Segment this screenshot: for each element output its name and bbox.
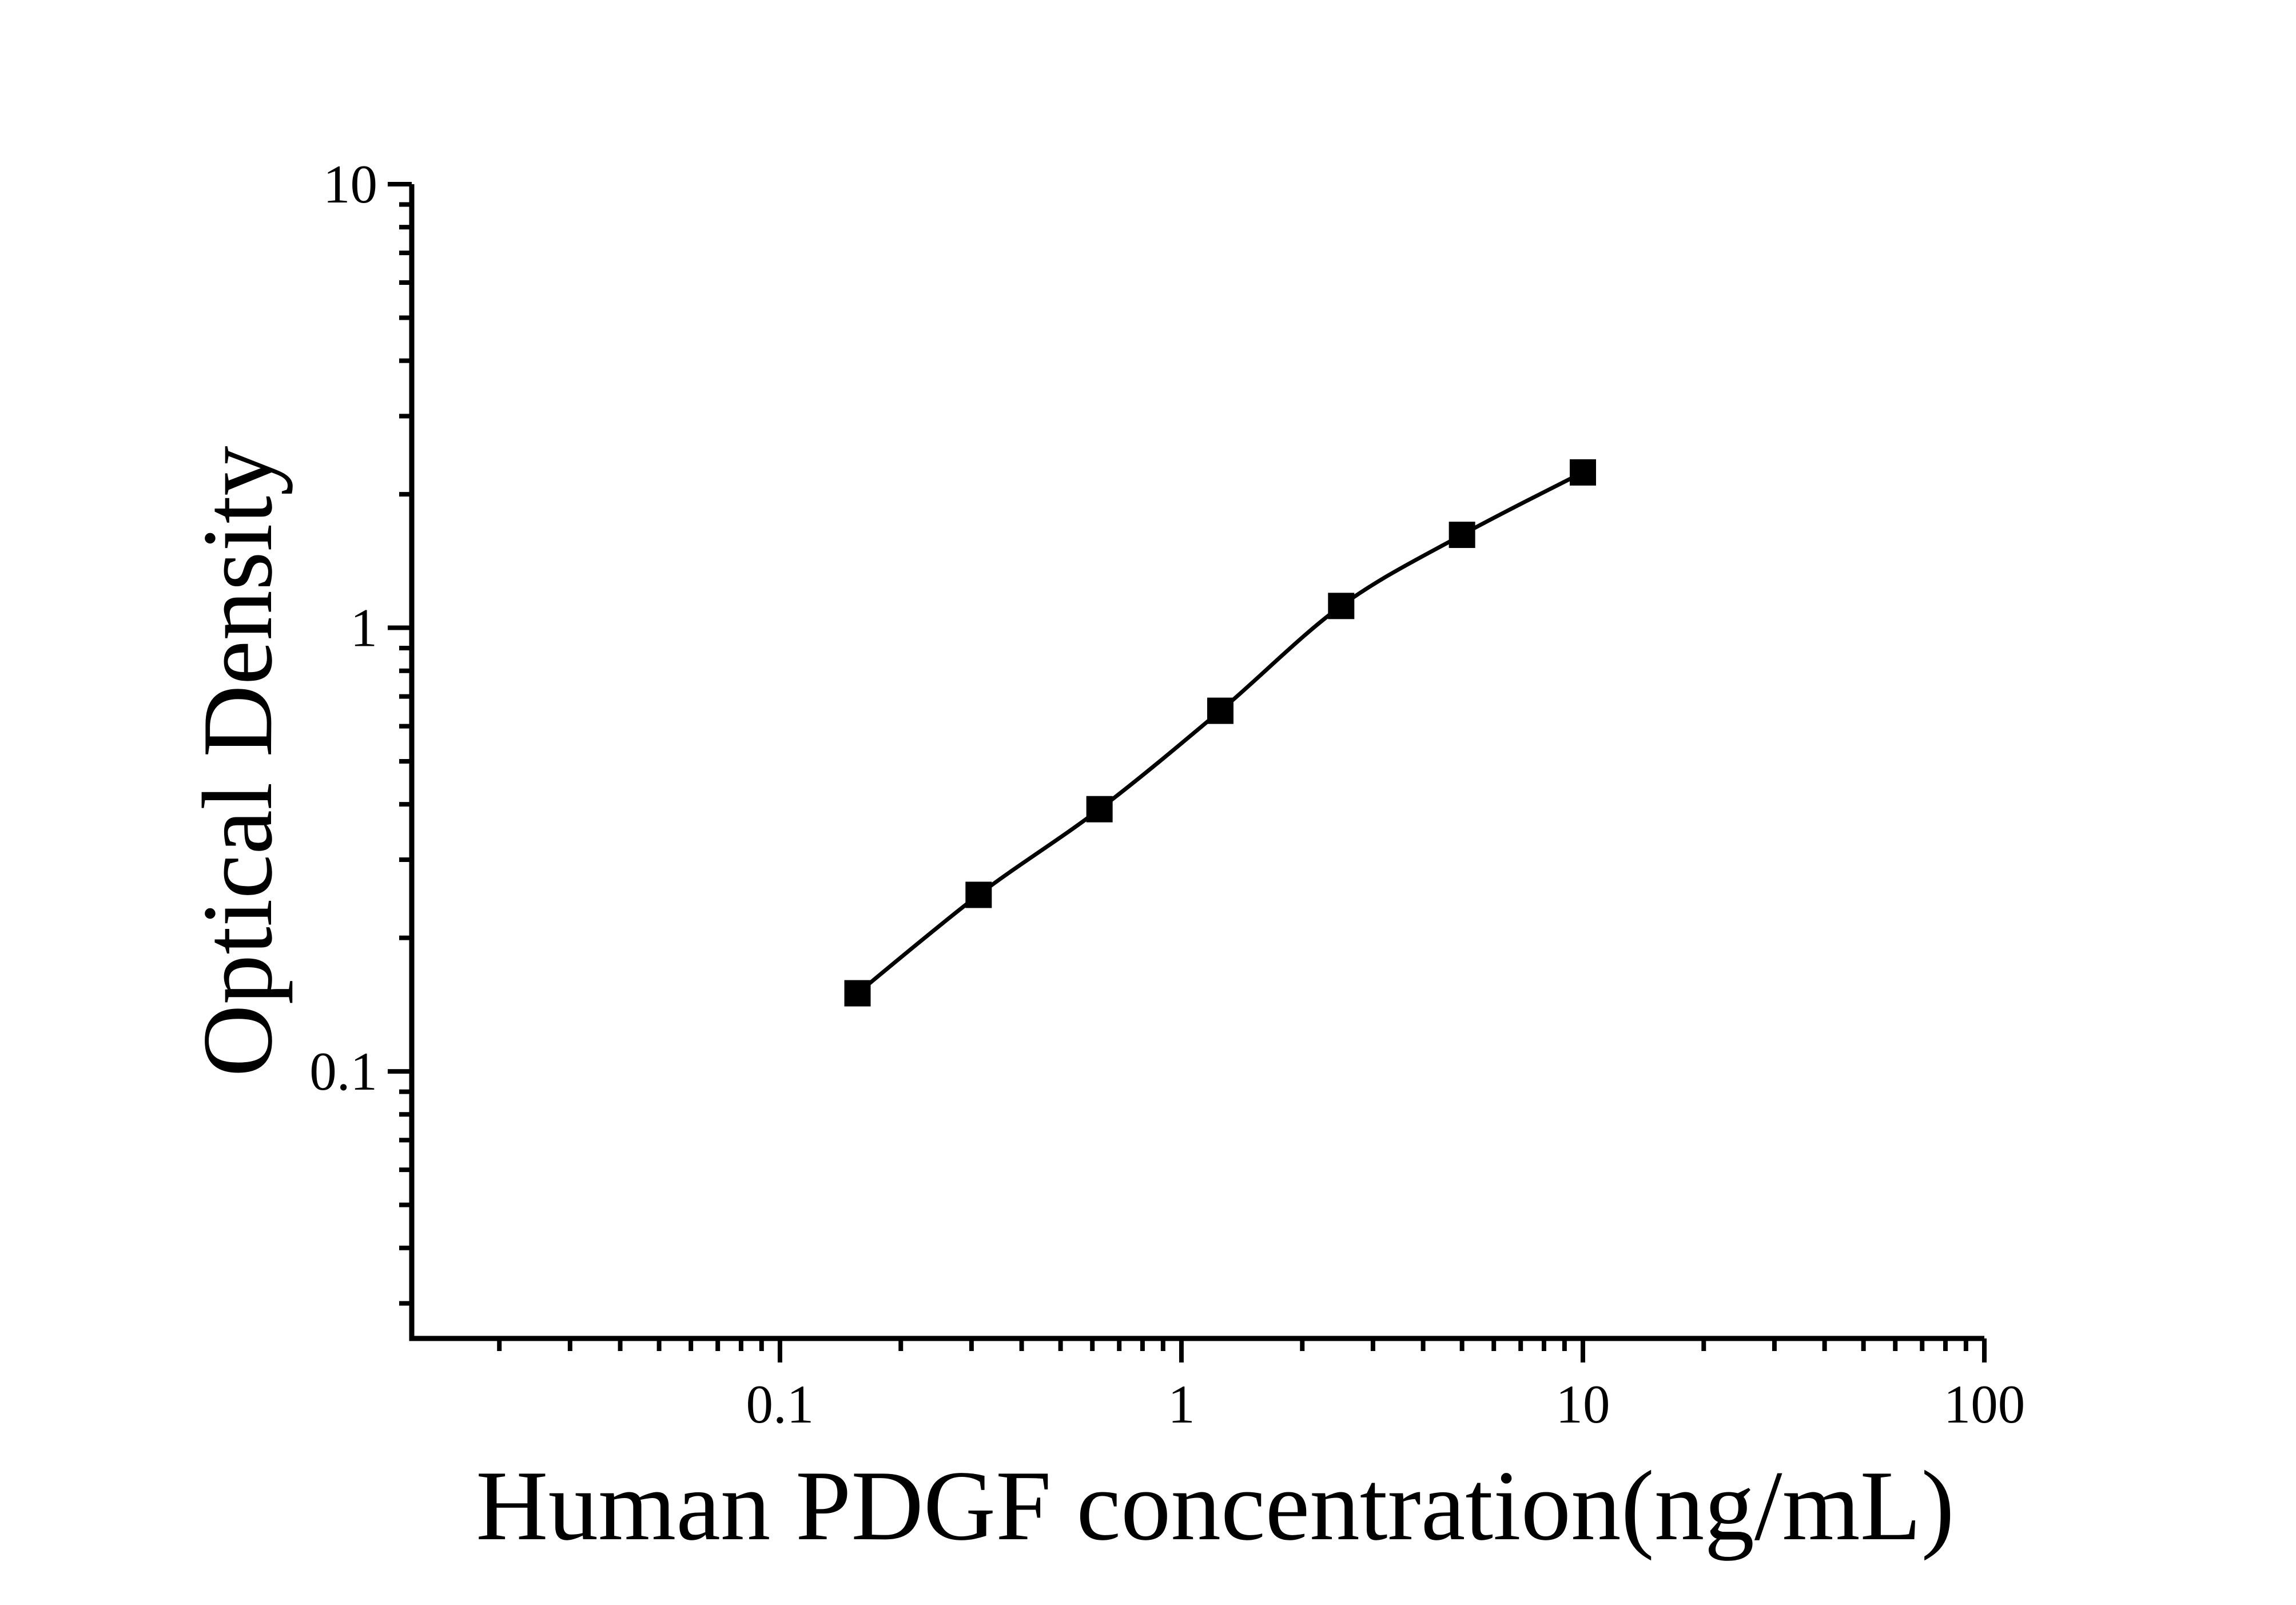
series-layer <box>844 459 1596 1007</box>
x-tick-label: 0.1 <box>746 1374 814 1435</box>
x-tick-label: 100 <box>1944 1374 2026 1435</box>
y-tick-label: 1 <box>351 598 378 658</box>
y-tick-label: 0.1 <box>309 1041 377 1102</box>
x-tick-label: 10 <box>1555 1374 1610 1435</box>
axes-layer <box>409 184 1984 1341</box>
data-point-marker <box>1207 697 1233 724</box>
y-tick-label: 10 <box>323 154 377 214</box>
data-point-marker <box>844 980 871 1007</box>
data-point-marker <box>1328 593 1355 619</box>
data-point-marker <box>1086 796 1113 823</box>
ticks-layer <box>388 182 1987 1362</box>
x-tick-label: 1 <box>1168 1374 1195 1435</box>
y-axis-title: Optical Density <box>182 446 293 1076</box>
tick-labels-layer: 0.1 1 10 100 0.1 1 10 <box>309 154 2025 1435</box>
data-point-marker <box>1569 459 1596 486</box>
data-point-marker <box>965 881 992 908</box>
standard-curve-line <box>856 470 1584 995</box>
x-axis-title: Human PDGF concentration(ng/mL) <box>476 1450 1955 1561</box>
data-point-marker <box>1449 522 1475 549</box>
